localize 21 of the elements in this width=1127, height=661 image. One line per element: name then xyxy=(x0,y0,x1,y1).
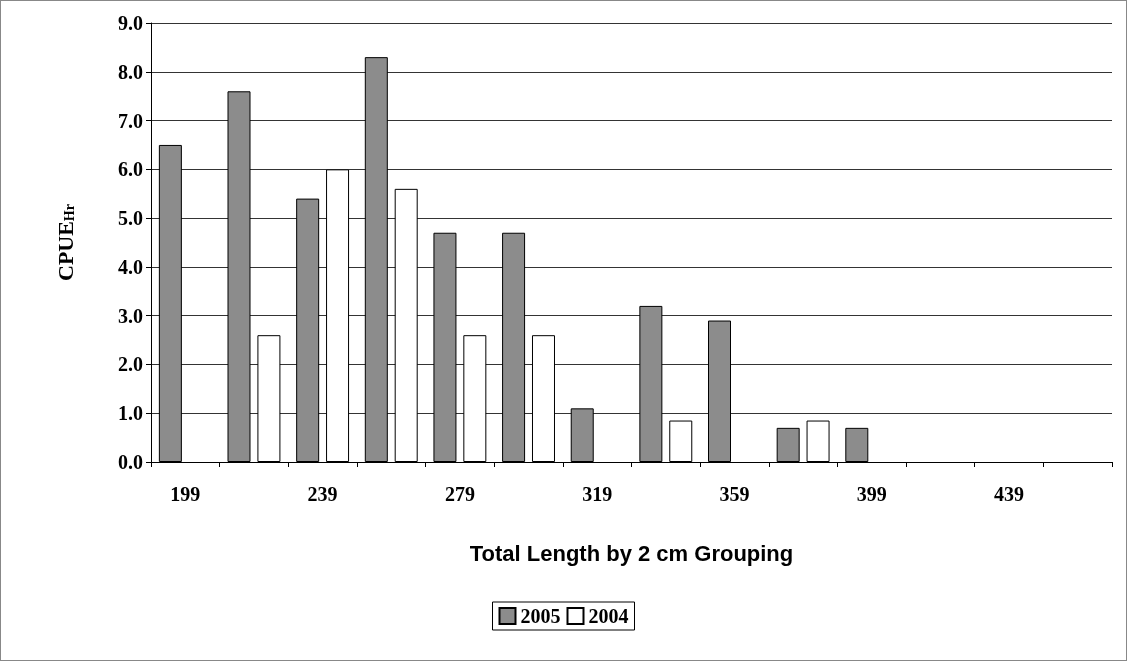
x-tick-label: 399 xyxy=(856,483,887,505)
y-axis-title: CPUEHr xyxy=(52,204,78,281)
y-tick-label: 4.0 xyxy=(118,255,143,278)
y-tick-label: 7.0 xyxy=(118,109,143,132)
x-tick-label: 239 xyxy=(307,483,338,505)
x-tick-label: 319 xyxy=(582,483,613,505)
legend-label: 2005 xyxy=(520,605,561,627)
y-tick-label: 0.0 xyxy=(118,451,143,473)
x-tick-label: 359 xyxy=(719,483,750,505)
y-tick-label: 3.0 xyxy=(118,304,143,327)
x-tick-label: 439 xyxy=(994,483,1025,505)
x-axis-title: Total Length by 2 cm Grouping xyxy=(469,540,794,566)
y-tick-label: 1.0 xyxy=(118,402,143,425)
legend-label: 2004 xyxy=(588,605,629,627)
y-tick-label: 9.0 xyxy=(118,12,143,34)
y-tick-label: 6.0 xyxy=(118,158,143,181)
y-tick-label: 8.0 xyxy=(118,60,143,83)
x-tick-label: 279 xyxy=(444,483,475,505)
y-tick-label: 2.0 xyxy=(118,353,143,376)
y-tick-label: 5.0 xyxy=(118,207,143,230)
x-tick-label: 199 xyxy=(170,483,201,505)
